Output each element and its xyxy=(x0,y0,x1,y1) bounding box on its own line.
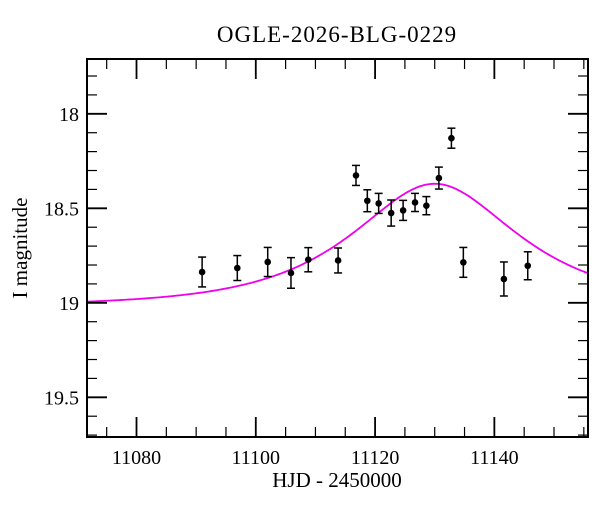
data-point xyxy=(364,197,371,205)
data-point xyxy=(304,256,312,264)
x-tick-label: 11100 xyxy=(232,447,281,469)
data-point xyxy=(399,207,407,214)
data-point xyxy=(448,134,455,142)
data-point xyxy=(411,199,419,206)
y-tick-label: 19.5 xyxy=(44,387,79,409)
y-axis-label: I magnitude xyxy=(8,198,32,299)
data-point xyxy=(460,259,467,266)
model-curve xyxy=(86,182,589,303)
data-point xyxy=(334,257,342,264)
data-point xyxy=(500,275,508,283)
data-point xyxy=(524,262,532,270)
data-point xyxy=(352,172,360,179)
x-tick-label: 11080 xyxy=(112,447,161,469)
data-point xyxy=(287,269,295,277)
y-tick-label: 18.5 xyxy=(44,198,79,220)
x-tick-label: 11140 xyxy=(470,447,519,469)
y-tick-label: 18 xyxy=(59,104,79,126)
data-point xyxy=(234,264,241,272)
x-tick-label: 11120 xyxy=(351,447,400,469)
data-point xyxy=(387,209,395,217)
data-point xyxy=(435,174,443,182)
plot-frame xyxy=(86,58,589,438)
data-point xyxy=(264,258,272,266)
plot-area: 11080 11100 11120 11140 18 18.5 19 19.5 xyxy=(44,58,589,469)
x-axis-label: HJD - 2450000 xyxy=(272,468,402,492)
chart-title: OGLE-2026-BLG-0229 xyxy=(217,22,457,47)
y-tick-label: 19 xyxy=(59,293,79,315)
data-point xyxy=(375,200,382,207)
data-point xyxy=(198,268,206,276)
data-point xyxy=(423,202,430,209)
